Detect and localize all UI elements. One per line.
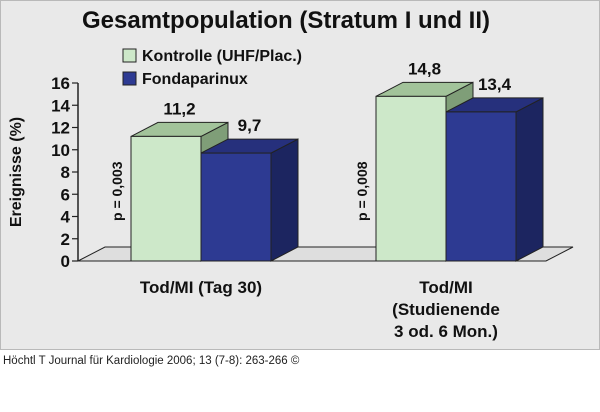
legend-label: Kontrolle (UHF/Plac.): [142, 48, 302, 65]
category-label: Tod/MI (Tag 30): [140, 278, 262, 297]
bar-front: [130, 135, 202, 262]
y-tick-label: 4: [61, 208, 71, 227]
y-tick-label: 14: [51, 96, 70, 115]
category-label: 3 od. 6 Mon.): [394, 322, 498, 341]
bar-front: [445, 111, 517, 262]
p-value-annotation: p = 0,003: [109, 161, 125, 221]
y-tick-label: 12: [51, 119, 70, 138]
y-tick-label: 8: [61, 163, 70, 182]
data-label: 14,8: [408, 59, 441, 78]
bar-0-1: [200, 138, 299, 262]
category-label: Tod/MI: [419, 278, 473, 297]
bar-front: [200, 152, 272, 262]
legend-swatch: [122, 48, 137, 63]
y-axis-label: Ereignisse (%): [8, 117, 25, 227]
bar-front: [375, 95, 447, 262]
data-label: 11,2: [163, 99, 195, 118]
data-label: 9,7: [238, 116, 262, 135]
chart-title: Gesamtpopulation (Stratum I und II): [82, 7, 490, 34]
p-value-annotation: p = 0,008: [354, 161, 370, 221]
bar-side: [270, 138, 299, 262]
bar-chart: Gesamtpopulation (Stratum I und II) Ereig…: [8, 7, 574, 341]
y-tick-label: 6: [61, 185, 70, 204]
legend-swatch: [122, 71, 137, 86]
y-tick-label: 10: [51, 141, 70, 160]
chart-panel: Gesamtpopulation (Stratum I und II) Ereig…: [0, 0, 600, 350]
bar-1-1: [445, 97, 544, 262]
bar-side: [515, 97, 544, 262]
legend-label: Fondaparinux: [142, 71, 248, 88]
y-tick-label: 0: [61, 252, 70, 271]
data-label: 13,4: [478, 75, 512, 94]
source-caption: Höchtl T Journal für Kardiologie 2006; 1…: [3, 355, 300, 367]
category-label: (Studienende: [392, 300, 500, 319]
y-tick-label: 16: [51, 74, 70, 93]
y-tick-label: 2: [61, 230, 70, 249]
